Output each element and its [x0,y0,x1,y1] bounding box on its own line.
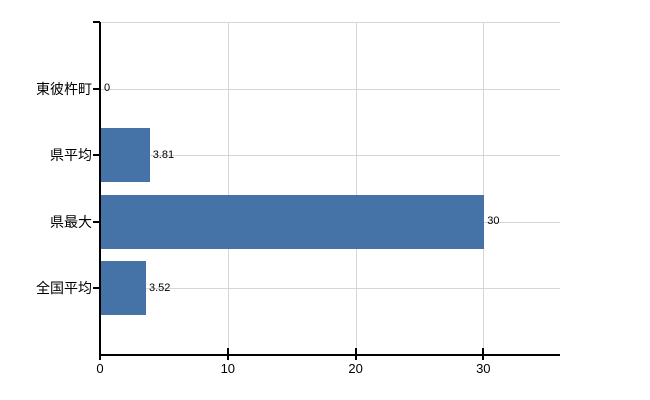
y-axis-tick [93,220,100,223]
x-axis-tick [354,348,357,360]
category-label: 県平均 [50,147,92,164]
y-axis [99,22,101,356]
y-axis-tick [93,21,100,23]
bar-3 [101,261,146,316]
row-gridline [100,155,560,157]
bar-value-label: 0 [104,82,111,95]
x-tick-label: 30 [476,361,491,376]
x-tick-label: 0 [96,361,104,376]
bar-2 [101,194,485,249]
x-gridline [355,22,357,355]
bar-value-label: 3.81 [152,148,175,161]
x-gridline [227,22,229,355]
x-axis-tick [226,348,229,360]
x-tick-label: 20 [348,361,363,376]
x-axis [99,354,560,356]
y-axis-tick [93,287,100,290]
category-label: 県最大 [50,213,92,230]
row-gridline [100,288,560,290]
x-axis-tick [482,348,485,360]
x-axis-tick [99,348,101,360]
bar-value-label: 3.52 [149,281,171,294]
x-tick-label: 10 [220,361,236,376]
bar-value-label: 30 [487,215,500,228]
y-axis-tick [93,87,100,90]
plot-top-gridline [100,22,560,23]
row-gridline [100,88,560,90]
bar-1 [101,128,150,183]
category-label: 東彼杵町 [36,80,92,97]
category-label: 全国平均 [36,280,92,297]
y-axis-tick [93,154,100,157]
x-gridline [483,22,485,355]
